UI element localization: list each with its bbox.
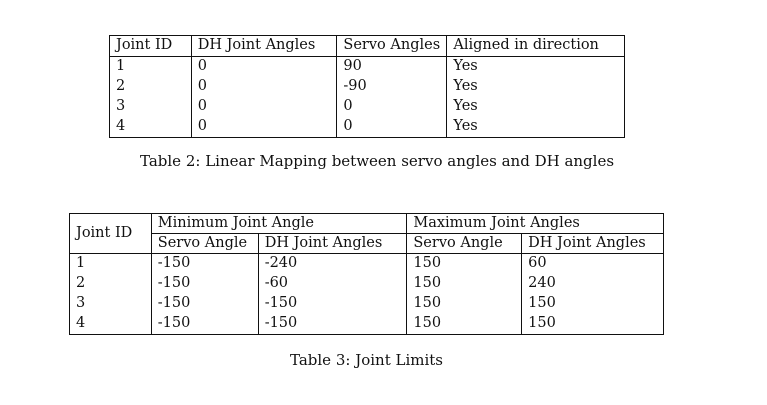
cell-servo-angle: 0	[336, 117, 448, 138]
cell-min-dh: -150	[257, 314, 408, 335]
header-min-dh-joint-angles: DH Joint Angles	[257, 233, 408, 254]
cell-max-servo: 150	[406, 274, 523, 294]
cell-max-dh: 150	[521, 294, 664, 314]
header-aligned-in-direction: Aligned in direction	[446, 35, 625, 57]
cell-dh-angle: 0	[190, 77, 338, 97]
table-row: 3 -150 -150 150 150	[69, 294, 664, 314]
cell-min-servo: -150	[150, 294, 259, 314]
cell-servo-angle: -90	[336, 77, 448, 97]
table-row: 3 0 0 Yes	[109, 97, 625, 117]
cell-joint-id: 2	[109, 77, 192, 97]
joint-limits-table: Joint ID Minimum Joint Angle Maximum Joi…	[69, 213, 664, 335]
cell-servo-angle: 0	[336, 97, 448, 117]
header-min-servo-angle: Servo Angle	[150, 233, 259, 254]
header-servo-angles: Servo Angles	[336, 35, 448, 57]
cell-dh-angle: 0	[190, 56, 338, 77]
cell-aligned: Yes	[446, 117, 625, 138]
cell-min-servo: -150	[150, 274, 259, 294]
table-row: 2 0 -90 Yes	[109, 77, 625, 97]
cell-joint-id: 3	[109, 97, 192, 117]
cell-joint-id: 1	[69, 253, 152, 274]
cell-servo-angle: 90	[336, 56, 448, 77]
header-joint-id: Joint ID	[69, 213, 152, 254]
cell-joint-id: 2	[69, 274, 152, 294]
cell-joint-id: 4	[109, 117, 192, 138]
table-row: 4 -150 -150 150 150	[69, 314, 664, 335]
header-max-servo-angle: Servo Angle	[406, 233, 523, 254]
cell-aligned: Yes	[446, 56, 625, 77]
table-row: 1 0 90 Yes	[109, 56, 625, 77]
table-2-caption: Table 2: Linear Mapping between servo an…	[140, 152, 615, 170]
cell-dh-angle: 0	[190, 117, 338, 138]
cell-joint-id: 4	[69, 314, 152, 335]
cell-min-servo: -150	[150, 314, 259, 335]
cell-dh-angle: 0	[190, 97, 338, 117]
cell-min-dh: -150	[257, 294, 408, 314]
cell-max-servo: 150	[406, 253, 523, 274]
header-max-dh-joint-angles: DH Joint Angles	[521, 233, 664, 254]
cell-max-dh: 240	[521, 274, 664, 294]
cell-max-dh: 60	[521, 253, 664, 274]
table-header-row: Joint ID Minimum Joint Angle Maximum Joi…	[69, 213, 664, 254]
cell-max-servo: 150	[406, 314, 523, 335]
cell-min-dh: -60	[257, 274, 408, 294]
linear-mapping-table: Joint ID DH Joint Angles Servo Angles Al…	[109, 35, 625, 138]
header-maximum-joint-angles: Maximum Joint Angles	[406, 213, 664, 234]
table-header-row: Joint ID DH Joint Angles Servo Angles Al…	[109, 35, 625, 57]
cell-aligned: Yes	[446, 97, 625, 117]
cell-min-servo: -150	[150, 253, 259, 274]
table-row: 1 -150 -240 150 60	[69, 253, 664, 274]
header-joint-id: Joint ID	[109, 35, 192, 57]
table-row: 4 0 0 Yes	[109, 117, 625, 138]
cell-max-servo: 150	[406, 294, 523, 314]
cell-joint-id: 3	[69, 294, 152, 314]
cell-joint-id: 1	[109, 56, 192, 77]
table-subheader-row: Servo Angle DH Joint Angles Servo Angle …	[70, 233, 664, 254]
header-dh-joint-angles: DH Joint Angles	[190, 35, 338, 57]
header-minimum-joint-angle: Minimum Joint Angle	[150, 213, 408, 234]
cell-max-dh: 150	[521, 314, 664, 335]
cell-min-dh: -240	[257, 253, 408, 274]
table-row: 2 -150 -60 150 240	[69, 274, 664, 294]
cell-aligned: Yes	[446, 77, 625, 97]
table-3-caption: Table 3: Joint Limits	[290, 351, 443, 369]
